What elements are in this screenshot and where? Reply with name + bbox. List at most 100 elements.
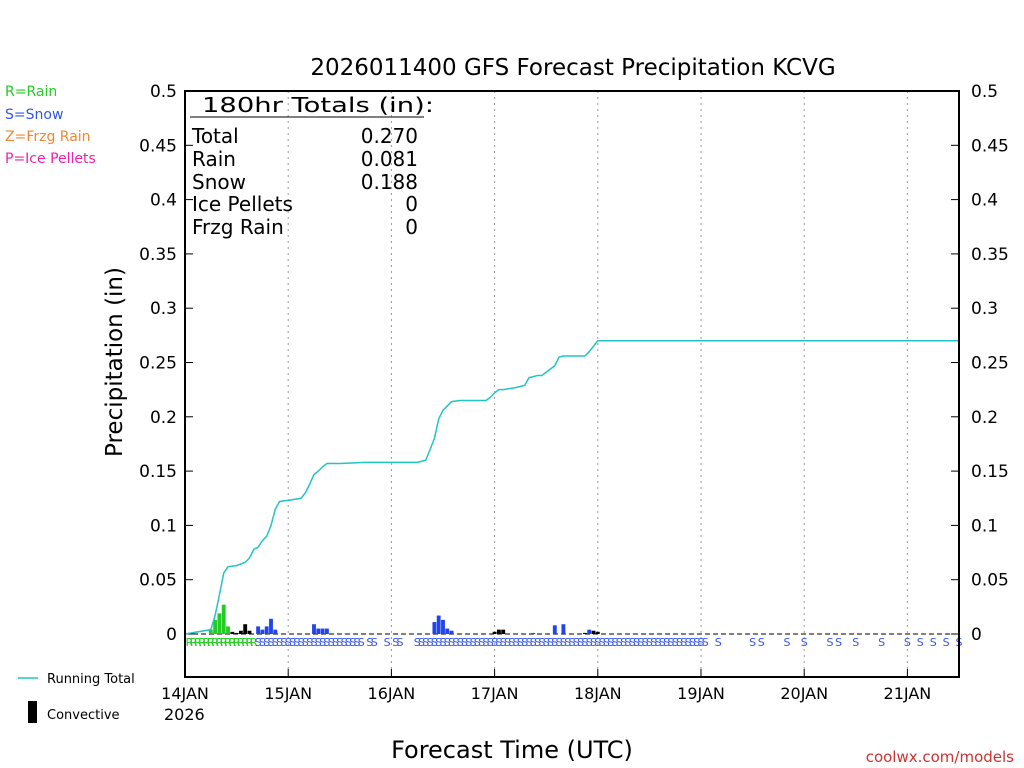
ptype-snow-label: S — [616, 636, 623, 649]
y-tick-label-left: 0.05 — [139, 571, 177, 591]
convective-bar — [496, 629, 501, 634]
bar-series — [208, 604, 600, 634]
ptype-snow-label: S — [431, 636, 438, 649]
ptype-snow-label: S — [354, 636, 361, 649]
ptype-rain-label: R — [224, 636, 232, 649]
y-tick-label-left: 0.25 — [139, 354, 177, 374]
totals-header: 180hr Totals (in): — [202, 93, 434, 117]
y-tick-label-left: 0.35 — [139, 245, 177, 265]
ptype-snow-label: S — [483, 636, 490, 649]
ptype-snow-label: S — [521, 636, 528, 649]
gridlines — [185, 91, 959, 677]
convective-bar — [582, 632, 587, 634]
ptype-snow-label: S — [500, 636, 507, 649]
x-axis-ticks: 14JAN 15JAN 16JAN 17JAN 18JAN 19JAN 20JAN 21JAN — [161, 669, 931, 703]
totals-label-frzg-rain: Frzg Rain — [192, 215, 284, 239]
ptype-snow-label: S — [276, 636, 283, 649]
ptype-rain-label: R — [203, 636, 211, 649]
x-tick-label: 16JAN — [368, 684, 416, 703]
ptype-rain-label: R — [250, 636, 258, 649]
y-tick-label-right: 0.2 — [971, 408, 998, 428]
ptype-snow-label: S — [827, 636, 834, 649]
ptype-snow-label: S — [663, 636, 670, 649]
y-tick-label-left: 0.1 — [150, 516, 177, 536]
y-tick-label-left: 0.45 — [139, 136, 177, 156]
ptype-snow-label: S — [547, 636, 554, 649]
ptype-snow-label: S — [474, 636, 481, 649]
totals-box: 180hr Totals (in): Total 0.270 Rain 0.08… — [190, 93, 434, 239]
ptype-snow-label: S — [255, 636, 262, 649]
y-tick-label-right: 0.45 — [971, 136, 1009, 156]
ptype-snow-label: S — [564, 636, 571, 649]
snow-bar — [264, 626, 269, 634]
totals-label-total: Total — [191, 124, 239, 148]
convective-bar — [238, 630, 243, 634]
convective-bar — [247, 630, 252, 634]
ptype-snow-label: S — [465, 636, 472, 649]
snow-bar — [531, 632, 536, 634]
ptype-snow-label: S — [551, 636, 558, 649]
ptype-snow-label: S — [293, 636, 300, 649]
running-total-legend-label: Running Total — [47, 672, 135, 687]
snow-bar — [256, 626, 261, 634]
ptype-snow-label: S — [930, 636, 937, 649]
ptype-snow-label: S — [336, 636, 343, 649]
ptype-snow-label: S — [702, 636, 709, 649]
y-tick-label-left: 0.5 — [150, 82, 177, 102]
ptype-snow-label: S — [341, 636, 348, 649]
x-tick-label: 18JAN — [574, 684, 622, 703]
ptype-snow-label: S — [323, 636, 330, 649]
totals-label-snow: Snow — [192, 170, 246, 194]
ptype-snow-label: S — [427, 636, 434, 649]
ptype-snow-label: S — [371, 636, 378, 649]
ptype-rain-label: R — [220, 636, 228, 649]
totals-value-snow: 0.188 — [361, 170, 418, 194]
ptype-snow-label: S — [259, 636, 266, 649]
snow-bar — [432, 622, 437, 634]
y-tick-label-right: 0.05 — [971, 571, 1009, 591]
snow-bar — [552, 625, 557, 634]
ptype-snow-label: S — [457, 636, 464, 649]
x-tick-label: 20JAN — [780, 684, 828, 703]
running-total-line — [184, 340, 959, 635]
ptype-snow-label: S — [629, 636, 636, 649]
ptype-snow-label: S — [422, 636, 429, 649]
ptype-snow-label: S — [642, 636, 649, 649]
y-tick-label-right: 0.3 — [971, 299, 998, 319]
y-axis-ticks: 0 00.05 0.050.1 0.10.15 0.150.2 0.20.25 0.250.… — [139, 82, 1009, 645]
ptype-snow-label: S — [332, 636, 339, 649]
legend-rain: R=Rain — [5, 84, 57, 100]
y-tick-label-left: 0.4 — [150, 191, 177, 211]
ptype-rain-label: R — [207, 636, 215, 649]
ptype-snow-label: S — [534, 636, 541, 649]
ptype-snow-label: S — [715, 636, 722, 649]
y-tick-label-right: 0.25 — [971, 354, 1009, 374]
ptype-snow-label: S — [573, 636, 580, 649]
ptype-snow-label: S — [904, 636, 911, 649]
ptype-snow-label: S — [586, 636, 593, 649]
footer-credit: coolwx.com/models — [866, 748, 1014, 766]
ptype-snow-label: S — [319, 636, 326, 649]
ptype-snow-label: S — [280, 636, 287, 649]
ptype-snow-label: S — [538, 636, 545, 649]
ptype-snow-label: S — [285, 636, 292, 649]
convective-bar — [591, 630, 596, 634]
chart-title: 2026011400 GFS Forecast Precipitation KC… — [310, 55, 835, 81]
ptype-snow-label: S — [444, 636, 451, 649]
ptype-snow-label: S — [633, 636, 640, 649]
ptype-snow-label: S — [311, 636, 318, 649]
ptype-snow-label: S — [556, 636, 563, 649]
totals-label-ice-pellets: Ice Pellets — [192, 192, 293, 216]
ptype-snow-label: S — [680, 636, 687, 649]
ptype-rain-label: R — [228, 636, 236, 649]
ptype-snow-label: S — [487, 636, 494, 649]
ptype-snow-label: S — [530, 636, 537, 649]
y-tick-label-left: 0.2 — [150, 408, 177, 428]
ptype-snow-label: S — [667, 636, 674, 649]
totals-value-frzg-rain: 0 — [405, 215, 418, 239]
ptype-rain-label: R — [194, 636, 202, 649]
ptype-snow-label: S — [749, 636, 756, 649]
convective-bar — [492, 631, 497, 634]
snow-bar — [441, 619, 445, 634]
